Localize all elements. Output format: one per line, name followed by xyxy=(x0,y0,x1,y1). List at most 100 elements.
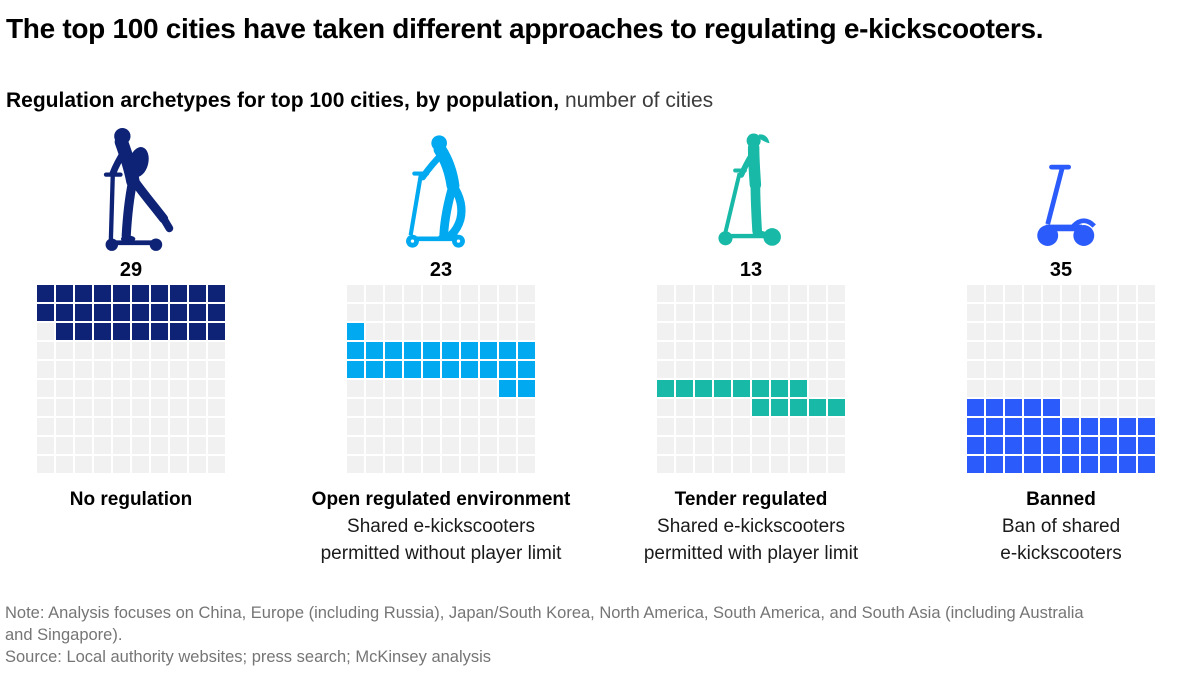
waffle-cell xyxy=(207,341,225,360)
waffle-cell xyxy=(403,398,422,417)
waffle-cell xyxy=(479,303,498,322)
waffle-cell xyxy=(517,455,535,473)
waffle-cell xyxy=(770,322,789,341)
waffle-cell xyxy=(808,436,827,455)
category-sublabel: Ban of shared e-kickscooters xyxy=(1000,516,1122,564)
waffle-cell xyxy=(131,379,150,398)
waffle-cell xyxy=(498,360,517,379)
e-kickscooter-icon xyxy=(1023,123,1099,255)
waffle-cell xyxy=(131,417,150,436)
waffle-cell xyxy=(422,417,441,436)
waffle-cell xyxy=(498,398,517,417)
waffle-cell xyxy=(517,398,535,417)
waffle-cell xyxy=(1061,285,1080,303)
waffle-cell xyxy=(1080,360,1099,379)
waffle-cell xyxy=(188,303,207,322)
waffle-cell xyxy=(365,341,384,360)
waffle-cell xyxy=(169,303,188,322)
waffle-cell xyxy=(188,379,207,398)
waffle-cell xyxy=(131,398,150,417)
waffle-cell xyxy=(422,398,441,417)
waffle-cell xyxy=(498,303,517,322)
waffle-cell xyxy=(150,322,169,341)
waffle-cell xyxy=(1137,417,1155,436)
waffle-cell xyxy=(751,398,770,417)
waffle-cell xyxy=(403,341,422,360)
waffle-cell xyxy=(1080,398,1099,417)
waffle-cell xyxy=(770,436,789,455)
waffle-cell xyxy=(675,360,694,379)
waffle-cell xyxy=(789,455,808,473)
waffle-cell xyxy=(1042,379,1061,398)
waffle-cell xyxy=(207,417,225,436)
waffle-cell xyxy=(789,322,808,341)
category-column-open-regulated: 23 Open regulated environment Shared e-k… xyxy=(312,123,570,567)
waffle-cell xyxy=(188,398,207,417)
waffle-cell xyxy=(1042,360,1061,379)
waffle-cell xyxy=(1023,436,1042,455)
waffle-cell xyxy=(498,322,517,341)
waffle-cell xyxy=(384,360,403,379)
waffle-cell xyxy=(188,417,207,436)
waffle-cell xyxy=(657,303,675,322)
waffle-cell xyxy=(422,322,441,341)
waffle-cell xyxy=(751,455,770,473)
waffle-cell xyxy=(694,436,713,455)
waffle-cell xyxy=(441,417,460,436)
waffle-cell xyxy=(827,341,845,360)
waffle-cell xyxy=(403,303,422,322)
waffle-cell xyxy=(713,398,732,417)
waffle-cell xyxy=(37,417,55,436)
waffle-cell xyxy=(479,398,498,417)
chart-subtitle-unit: number of cities xyxy=(559,89,714,112)
waffle-cell xyxy=(967,379,985,398)
waffle-cell xyxy=(422,285,441,303)
waffle-cell xyxy=(517,285,535,303)
waffle-cell xyxy=(131,322,150,341)
waffle-cell xyxy=(1080,417,1099,436)
waffle-cell xyxy=(169,322,188,341)
woman-standing-on-kickscooter-icon xyxy=(707,123,795,255)
waffle-cell xyxy=(384,322,403,341)
waffle-cell xyxy=(713,303,732,322)
waffle-cell xyxy=(74,398,93,417)
waffle-cell xyxy=(55,436,74,455)
waffle-grid xyxy=(37,285,225,473)
waffle-cell xyxy=(1061,322,1080,341)
waffle-cell xyxy=(131,303,150,322)
waffle-cell xyxy=(169,379,188,398)
waffle-cell xyxy=(1023,398,1042,417)
waffle-cell xyxy=(479,360,498,379)
waffle-cell xyxy=(37,360,55,379)
waffle-cell xyxy=(384,303,403,322)
waffle-cell xyxy=(1023,360,1042,379)
waffle-cell xyxy=(1023,379,1042,398)
waffle-cell xyxy=(74,379,93,398)
waffle-cell xyxy=(751,303,770,322)
waffle-cell xyxy=(657,285,675,303)
waffle-cell xyxy=(1042,322,1061,341)
waffle-cell xyxy=(732,455,751,473)
waffle-cell xyxy=(1099,436,1118,455)
waffle-cell xyxy=(675,341,694,360)
waffle-cell xyxy=(732,360,751,379)
waffle-cell xyxy=(112,417,131,436)
waffle-cell xyxy=(1061,455,1080,473)
waffle-cell xyxy=(479,322,498,341)
waffle-cell xyxy=(55,303,74,322)
waffle-cell xyxy=(131,455,150,473)
waffle-cell xyxy=(74,455,93,473)
waffle-cell xyxy=(1042,303,1061,322)
waffle-cell xyxy=(517,341,535,360)
waffle-cell xyxy=(675,398,694,417)
waffle-cell xyxy=(1099,285,1118,303)
waffle-cell xyxy=(347,285,365,303)
waffle-cell xyxy=(403,455,422,473)
waffle-cell xyxy=(365,436,384,455)
waffle-cell xyxy=(1061,417,1080,436)
waffle-cell xyxy=(1080,341,1099,360)
waffle-cell xyxy=(1042,398,1061,417)
waffle-cell xyxy=(347,341,365,360)
waffle-cell xyxy=(694,360,713,379)
